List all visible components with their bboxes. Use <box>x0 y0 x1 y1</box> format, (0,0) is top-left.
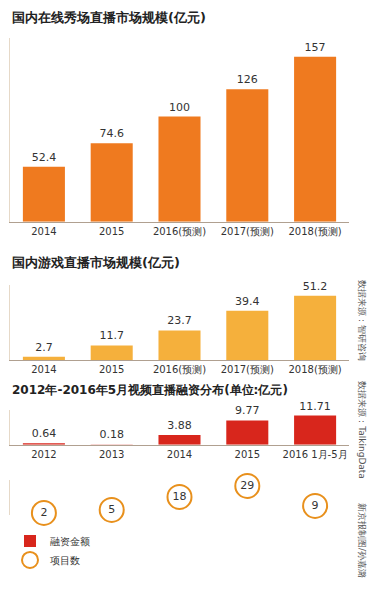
svg-text:2015: 2015 <box>235 449 260 460</box>
svg-text:0.64: 0.64 <box>32 427 57 440</box>
svg-text:2012年-2016年5月视频直播融资分布(单位:亿元): 2012年-2016年5月视频直播融资分布(单位:亿元) <box>12 383 288 397</box>
svg-text:5: 5 <box>108 503 115 516</box>
svg-text:2012: 2012 <box>31 449 56 460</box>
svg-text:2015: 2015 <box>99 226 124 237</box>
svg-text:3.88: 3.88 <box>167 419 192 432</box>
svg-text:51.2: 51.2 <box>303 280 328 293</box>
svg-text:数据来源：TalkingData: 数据来源：TalkingData <box>357 381 367 479</box>
svg-text:9: 9 <box>312 499 319 512</box>
svg-text:国内游戏直播市场规模(亿元): 国内游戏直播市场规模(亿元) <box>12 255 180 270</box>
svg-text:2017(预测): 2017(预测) <box>221 226 274 237</box>
svg-text:2013: 2013 <box>99 449 124 460</box>
svg-text:2018(预测): 2018(预测) <box>288 226 341 237</box>
svg-text:2014: 2014 <box>31 364 56 375</box>
svg-text:126: 126 <box>237 73 258 86</box>
svg-text:融资金额: 融资金额 <box>50 536 90 547</box>
svg-text:9.77: 9.77 <box>235 404 259 417</box>
svg-text:23.7: 23.7 <box>167 314 192 327</box>
svg-text:2016 1月-5月: 2016 1月-5月 <box>283 449 348 460</box>
svg-text:74.6: 74.6 <box>99 127 124 140</box>
svg-text:11.71: 11.71 <box>299 400 331 413</box>
svg-text:2016(预测): 2016(预测) <box>153 226 206 237</box>
svg-text:2.7: 2.7 <box>35 341 53 354</box>
svg-text:100: 100 <box>169 101 190 114</box>
svg-text:0.18: 0.18 <box>99 428 124 441</box>
svg-text:2015: 2015 <box>99 364 124 375</box>
svg-text:2: 2 <box>40 506 47 519</box>
svg-text:2017(预测): 2017(预测) <box>221 364 274 375</box>
svg-text:11.7: 11.7 <box>99 329 124 342</box>
svg-text:新京报制图/孙嘉潞: 新京报制图/孙嘉潞 <box>357 503 367 578</box>
svg-text:数据来源：智研咨询: 数据来源：智研咨询 <box>357 280 367 361</box>
svg-text:18: 18 <box>173 490 187 503</box>
svg-text:2014: 2014 <box>31 226 56 237</box>
svg-text:52.4: 52.4 <box>32 151 57 164</box>
svg-text:2016(预测): 2016(预测) <box>153 364 206 375</box>
svg-text:157: 157 <box>305 41 326 54</box>
svg-text:2014: 2014 <box>167 449 192 460</box>
svg-text:29: 29 <box>240 479 254 492</box>
svg-text:2018(预测): 2018(预测) <box>288 364 341 375</box>
svg-text:国内在线秀场直播市场规模(亿元): 国内在线秀场直播市场规模(亿元) <box>12 10 206 25</box>
svg-text:39.4: 39.4 <box>235 295 259 308</box>
svg-text:项目数: 项目数 <box>50 555 80 566</box>
